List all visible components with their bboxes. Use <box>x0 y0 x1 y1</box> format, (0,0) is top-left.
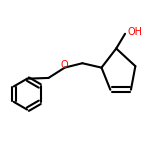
Text: O: O <box>61 60 69 70</box>
Text: OH: OH <box>127 27 142 37</box>
